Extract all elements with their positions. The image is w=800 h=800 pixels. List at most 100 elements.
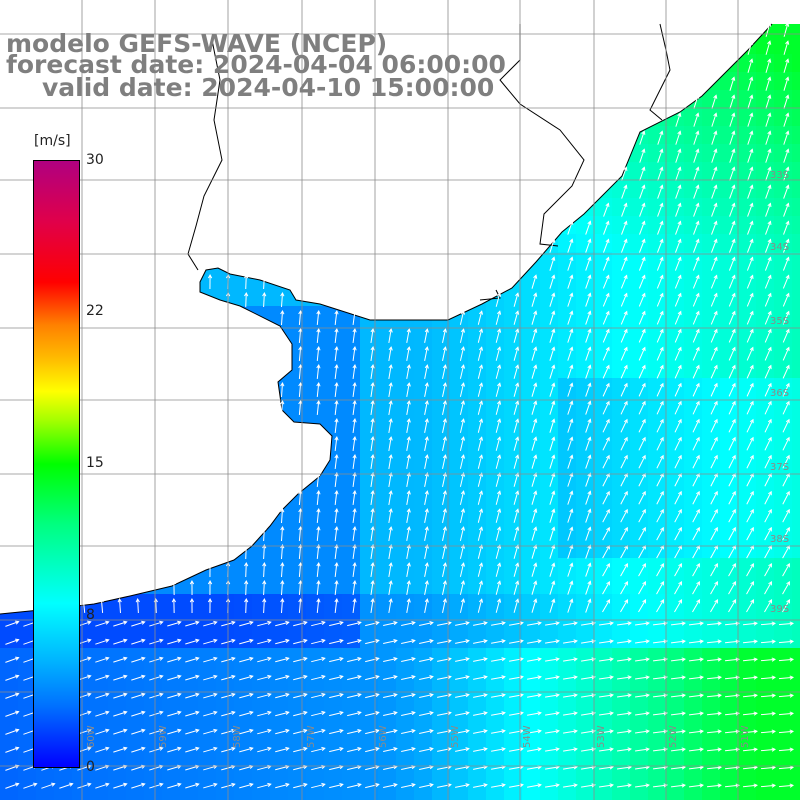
wind-arrow — [388, 328, 393, 343]
wind-speed-cell — [684, 288, 702, 306]
wind-speed-cell — [702, 756, 720, 774]
wind-speed-cell — [486, 756, 504, 774]
wind-speed-cell — [702, 468, 720, 486]
wind-arrow — [531, 580, 538, 595]
wind-speed-cell — [756, 162, 774, 180]
wind-arrow — [473, 747, 488, 752]
wind-speed-cell — [630, 180, 648, 198]
wind-speed-cell — [756, 738, 774, 756]
wind-arrow — [710, 274, 718, 289]
wind-arrow — [424, 526, 429, 541]
wind-arrow — [239, 710, 254, 717]
wind-speed-cell — [792, 486, 800, 504]
wind-speed-cell — [0, 684, 18, 702]
wind-arrow — [473, 621, 488, 626]
wind-speed-cell — [702, 576, 720, 594]
wind-speed-cell — [630, 774, 648, 792]
wind-arrow — [765, 22, 772, 37]
wind-speed-cell — [504, 666, 522, 684]
wind-arrow — [513, 580, 520, 595]
wind-arrow — [742, 639, 758, 644]
wind-arrow — [549, 418, 556, 433]
wind-speed-cell — [702, 684, 720, 702]
wind-arrow — [383, 621, 398, 627]
wind-arrow — [406, 382, 411, 397]
wind-speed-cell — [738, 216, 756, 234]
wind-speed-cell — [126, 792, 144, 800]
wind-arrow — [585, 562, 592, 577]
wind-speed-cell — [702, 252, 720, 270]
wind-speed-cell — [342, 648, 360, 666]
wind-arrow — [473, 729, 488, 734]
wind-arrow — [567, 400, 574, 415]
wind-arrow — [675, 184, 682, 199]
wind-arrow — [617, 711, 632, 716]
wind-arrow — [728, 274, 736, 289]
wind-speed-cell — [792, 198, 800, 216]
wind-speed-cell — [486, 432, 504, 450]
wind-speed-cell — [252, 648, 270, 666]
wind-arrow — [692, 274, 700, 289]
wind-speed-cell — [252, 738, 270, 756]
wind-arrow — [764, 418, 772, 433]
wind-speed-cell — [684, 126, 702, 144]
wind-speed-cell — [756, 684, 774, 702]
wind-arrow — [585, 220, 592, 235]
wind-speed-cell — [216, 270, 234, 288]
wind-arrow — [674, 310, 682, 325]
wind-speed-cell — [540, 594, 558, 612]
wind-speed-cell — [792, 360, 800, 378]
wind-speed-cell — [216, 594, 234, 612]
wind-speed-cell — [684, 702, 702, 720]
wind-speed-cell — [360, 540, 378, 558]
wind-speed-cell — [522, 504, 540, 522]
wind-arrow — [365, 674, 380, 681]
wind-arrow — [670, 621, 686, 626]
wind-arrow — [329, 710, 344, 717]
wind-arrow — [329, 728, 344, 735]
wind-arrow — [401, 729, 416, 734]
wind-speed-cell — [720, 576, 738, 594]
wind-arrow — [692, 328, 700, 343]
wind-arrow — [652, 657, 668, 662]
wind-arrow — [549, 238, 556, 253]
wind-arrow — [670, 783, 686, 788]
wind-arrow — [477, 328, 484, 343]
wind-speed-cell — [126, 612, 144, 630]
wind-arrow — [710, 418, 718, 433]
wind-speed-cell — [720, 612, 738, 630]
wind-speed-cell — [0, 612, 18, 630]
wind-speed-cell — [324, 612, 342, 630]
wind-arrow — [262, 543, 267, 560]
wind-arrow — [617, 729, 632, 734]
wind-arrow — [352, 382, 357, 398]
wind-speed-cell — [270, 666, 288, 684]
wind-arrow — [477, 454, 484, 469]
wind-speed-cell — [576, 216, 594, 234]
wind-speed-cell — [558, 378, 576, 396]
wind-speed-cell — [648, 180, 666, 198]
wind-arrow — [656, 490, 664, 505]
wind-arrow — [491, 747, 506, 752]
wind-arrow — [334, 418, 339, 434]
wind-speed-cell — [540, 504, 558, 522]
wind-arrow — [638, 562, 646, 577]
wind-speed-cell — [792, 576, 800, 594]
wind-arrow — [764, 454, 772, 469]
wind-arrow — [656, 310, 664, 325]
wind-arrow — [602, 364, 610, 379]
wind-arrow — [693, 94, 700, 109]
wind-speed-cell — [666, 684, 684, 702]
wind-speed-cell — [342, 594, 360, 612]
wind-speed-cell — [612, 306, 630, 324]
wind-arrow — [527, 657, 542, 662]
wind-arrow — [347, 656, 362, 663]
wind-speed-cell — [486, 648, 504, 666]
wind-arrow — [563, 729, 578, 734]
wind-speed-cell — [540, 450, 558, 468]
wind-arrow — [710, 508, 718, 523]
wind-speed-cell — [504, 648, 522, 666]
wind-speed-cell — [216, 738, 234, 756]
wind-arrow — [652, 783, 668, 788]
wind-speed-cell — [342, 666, 360, 684]
